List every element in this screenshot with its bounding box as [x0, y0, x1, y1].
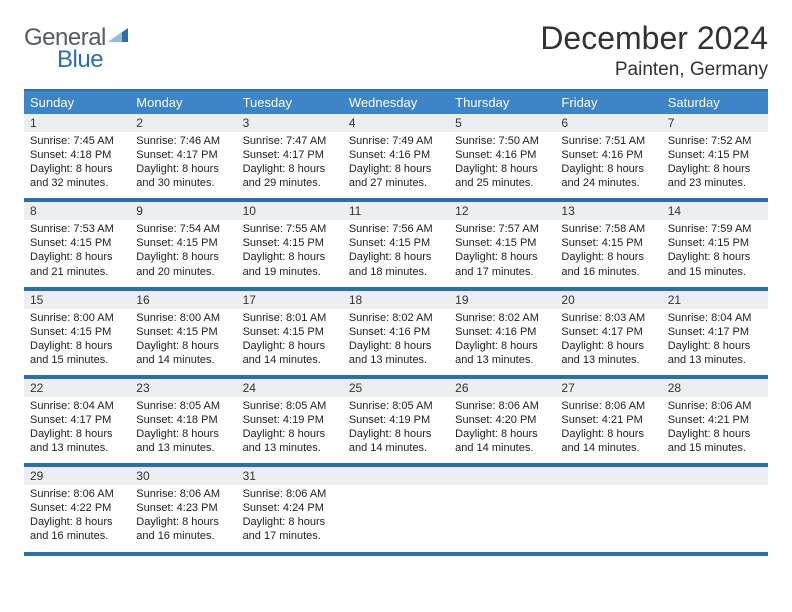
day-number: 26 [449, 379, 555, 397]
day-cell [449, 485, 555, 551]
day-number: 28 [662, 379, 768, 397]
day-cell [343, 485, 449, 551]
day-number: 2 [130, 114, 236, 132]
day-cell: Sunrise: 8:01 AMSunset: 4:15 PMDaylight:… [237, 309, 343, 375]
day-number [555, 467, 661, 485]
day-cell: Sunrise: 8:06 AMSunset: 4:23 PMDaylight:… [130, 485, 236, 551]
day-cell: Sunrise: 8:04 AMSunset: 4:17 PMDaylight:… [662, 309, 768, 375]
day-number: 24 [237, 379, 343, 397]
day-cell: Sunrise: 7:59 AMSunset: 4:15 PMDaylight:… [662, 220, 768, 286]
day-cell: Sunrise: 8:06 AMSunset: 4:22 PMDaylight:… [24, 485, 130, 551]
day-number: 31 [237, 467, 343, 485]
day-number: 7 [662, 114, 768, 132]
day-cell: Sunrise: 8:05 AMSunset: 4:19 PMDaylight:… [343, 397, 449, 463]
day-cell: Sunrise: 8:00 AMSunset: 4:15 PMDaylight:… [130, 309, 236, 375]
day-number: 16 [130, 291, 236, 309]
location-label: Painten, Germany [540, 59, 768, 81]
day-number: 15 [24, 291, 130, 309]
day-cell: Sunrise: 7:49 AMSunset: 4:16 PMDaylight:… [343, 132, 449, 198]
day-cell: Sunrise: 8:06 AMSunset: 4:24 PMDaylight:… [237, 485, 343, 551]
day-header: Friday [555, 91, 661, 114]
day-cell: Sunrise: 8:03 AMSunset: 4:17 PMDaylight:… [555, 309, 661, 375]
day-number: 4 [343, 114, 449, 132]
day-number: 29 [24, 467, 130, 485]
day-header: Wednesday [343, 91, 449, 114]
day-cell: Sunrise: 8:05 AMSunset: 4:18 PMDaylight:… [130, 397, 236, 463]
calendar-grid: SundayMondayTuesdayWednesdayThursdayFrid… [24, 89, 768, 556]
day-number: 13 [555, 202, 661, 220]
day-number: 3 [237, 114, 343, 132]
day-cell: Sunrise: 8:00 AMSunset: 4:15 PMDaylight:… [24, 309, 130, 375]
day-number: 5 [449, 114, 555, 132]
day-cell: Sunrise: 7:45 AMSunset: 4:18 PMDaylight:… [24, 132, 130, 198]
day-number: 10 [237, 202, 343, 220]
day-number: 11 [343, 202, 449, 220]
day-header: Monday [130, 91, 236, 114]
day-cell: Sunrise: 8:06 AMSunset: 4:21 PMDaylight:… [555, 397, 661, 463]
day-number: 14 [662, 202, 768, 220]
day-number [662, 467, 768, 485]
flag-icon [108, 24, 130, 49]
day-number: 1 [24, 114, 130, 132]
day-number: 9 [130, 202, 236, 220]
day-number: 8 [24, 202, 130, 220]
logo-word2: Blue [57, 46, 103, 74]
day-number: 6 [555, 114, 661, 132]
day-header: Thursday [449, 91, 555, 114]
day-number: 18 [343, 291, 449, 309]
day-cell: Sunrise: 7:53 AMSunset: 4:15 PMDaylight:… [24, 220, 130, 286]
day-cell: Sunrise: 8:05 AMSunset: 4:19 PMDaylight:… [237, 397, 343, 463]
day-number: 23 [130, 379, 236, 397]
day-cell: Sunrise: 7:52 AMSunset: 4:15 PMDaylight:… [662, 132, 768, 198]
page-title: December 2024 [540, 20, 768, 57]
day-number: 12 [449, 202, 555, 220]
day-number: 19 [449, 291, 555, 309]
day-header: Sunday [24, 91, 130, 114]
day-cell: Sunrise: 8:02 AMSunset: 4:16 PMDaylight:… [449, 309, 555, 375]
day-cell: Sunrise: 7:54 AMSunset: 4:15 PMDaylight:… [130, 220, 236, 286]
day-cell: Sunrise: 7:50 AMSunset: 4:16 PMDaylight:… [449, 132, 555, 198]
calendar-header-row: SundayMondayTuesdayWednesdayThursdayFrid… [24, 91, 768, 114]
day-cell: Sunrise: 7:47 AMSunset: 4:17 PMDaylight:… [237, 132, 343, 198]
day-number: 22 [24, 379, 130, 397]
day-number: 30 [130, 467, 236, 485]
day-number [343, 467, 449, 485]
day-cell [555, 485, 661, 551]
day-number: 17 [237, 291, 343, 309]
day-header: Tuesday [237, 91, 343, 114]
day-number: 21 [662, 291, 768, 309]
day-number: 27 [555, 379, 661, 397]
day-cell: Sunrise: 7:55 AMSunset: 4:15 PMDaylight:… [237, 220, 343, 286]
day-number [449, 467, 555, 485]
day-cell: Sunrise: 8:06 AMSunset: 4:20 PMDaylight:… [449, 397, 555, 463]
day-cell [662, 485, 768, 551]
day-cell: Sunrise: 7:46 AMSunset: 4:17 PMDaylight:… [130, 132, 236, 198]
day-number: 20 [555, 291, 661, 309]
day-cell: Sunrise: 8:02 AMSunset: 4:16 PMDaylight:… [343, 309, 449, 375]
day-cell: Sunrise: 7:56 AMSunset: 4:15 PMDaylight:… [343, 220, 449, 286]
day-cell: Sunrise: 7:57 AMSunset: 4:15 PMDaylight:… [449, 220, 555, 286]
day-header: Saturday [662, 91, 768, 114]
day-cell: Sunrise: 7:58 AMSunset: 4:15 PMDaylight:… [555, 220, 661, 286]
day-cell: Sunrise: 7:51 AMSunset: 4:16 PMDaylight:… [555, 132, 661, 198]
day-cell: Sunrise: 8:04 AMSunset: 4:17 PMDaylight:… [24, 397, 130, 463]
day-number: 25 [343, 379, 449, 397]
day-cell: Sunrise: 8:06 AMSunset: 4:21 PMDaylight:… [662, 397, 768, 463]
